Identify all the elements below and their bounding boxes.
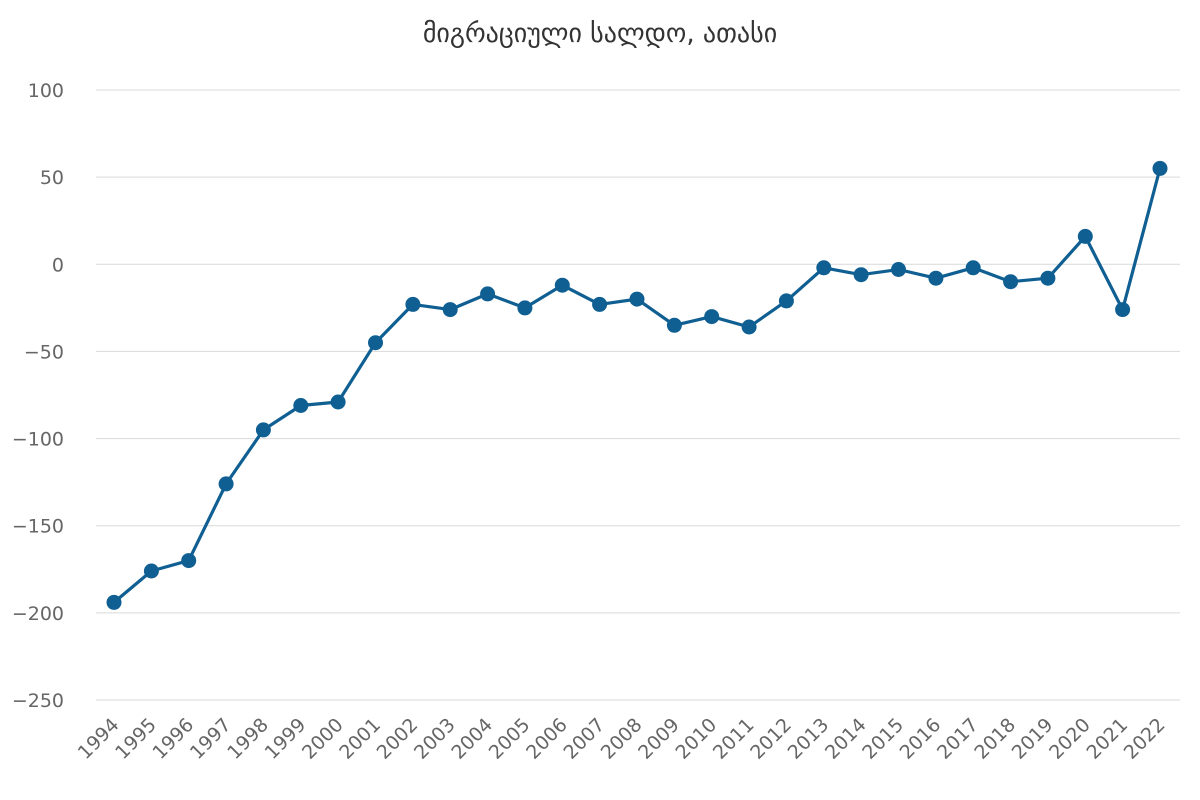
- data-point: [629, 291, 645, 307]
- x-tick-label: 2006: [522, 714, 572, 764]
- y-tick-label: −100: [12, 429, 64, 451]
- y-axis-ticks: 100 50 0 −50 −100 −150 −200 −250: [12, 80, 64, 712]
- y-tick-label: 50: [40, 167, 64, 189]
- data-point: [928, 270, 944, 286]
- x-tick-label: 1994: [74, 714, 124, 764]
- x-tick-label: 2013: [784, 714, 834, 764]
- x-tick-label: 2018: [970, 714, 1020, 764]
- data-point: [330, 394, 346, 410]
- grid-lines: [96, 89, 1180, 701]
- x-tick-label: 2020: [1045, 714, 1095, 764]
- x-tick-label: 2002: [373, 714, 423, 764]
- data-point: [1115, 302, 1131, 318]
- data-point: [181, 553, 197, 569]
- x-tick-label: 2011: [709, 714, 759, 764]
- x-tick-label: 2001: [335, 714, 385, 764]
- data-point: [853, 267, 869, 283]
- x-tick-label: 1996: [148, 714, 198, 764]
- y-tick-label: 100: [28, 80, 64, 102]
- data-point: [1003, 274, 1019, 290]
- y-tick-label: −150: [12, 516, 64, 538]
- data-point: [143, 563, 159, 579]
- data-point: [741, 319, 757, 335]
- x-tick-label: 2015: [858, 714, 908, 764]
- data-point: [778, 293, 794, 309]
- data-point: [368, 335, 383, 351]
- x-tick-label: 2004: [447, 714, 497, 764]
- chart-title: მიგრაციული სალდო, ათასი: [423, 19, 777, 49]
- data-point: [592, 296, 608, 312]
- x-tick-label: 2000: [298, 714, 348, 764]
- x-tick-label: 2007: [559, 714, 609, 764]
- x-tick-label: 2019: [1008, 714, 1058, 764]
- data-point: [1152, 160, 1168, 176]
- data-point: [666, 317, 682, 333]
- x-tick-label: 2016: [896, 714, 946, 764]
- data-point: [1077, 228, 1093, 244]
- x-tick-label: 1998: [223, 714, 273, 764]
- x-tick-label: 1995: [111, 714, 161, 764]
- data-point: [218, 476, 234, 492]
- data-point: [816, 260, 832, 276]
- x-tick-label: 2014: [821, 714, 871, 764]
- data-point: [517, 300, 533, 316]
- x-tick-label: 2017: [933, 714, 983, 764]
- x-tick-label: 2005: [485, 714, 535, 764]
- x-tick-label: 2021: [1082, 714, 1132, 764]
- x-axis-ticks: 1994199519961997199819992000200120022003…: [74, 714, 1170, 764]
- y-tick-label: 0: [52, 254, 64, 276]
- data-point: [891, 262, 906, 277]
- data-point: [442, 302, 458, 318]
- data-point: [965, 260, 981, 276]
- x-tick-label: 2009: [634, 714, 684, 764]
- y-tick-label: −200: [12, 603, 64, 625]
- data-point: [554, 277, 570, 293]
- y-tick-label: −50: [24, 341, 64, 363]
- x-tick-label: 2022: [1120, 714, 1170, 764]
- x-tick-label: 2010: [671, 714, 721, 764]
- data-point: [1040, 270, 1056, 286]
- x-tick-label: 1999: [261, 714, 311, 764]
- data-point: [480, 286, 496, 302]
- series-line: [112, 166, 1162, 604]
- x-tick-label: 2012: [746, 714, 796, 764]
- data-point: [106, 594, 122, 610]
- x-tick-label: 2008: [597, 714, 647, 764]
- data-point: [704, 309, 720, 325]
- data-point: [405, 296, 421, 312]
- data-point: [293, 398, 309, 413]
- data-point: [255, 422, 271, 438]
- series-points: [106, 160, 1168, 610]
- x-tick-label: 2003: [410, 714, 460, 764]
- x-tick-label: 1997: [186, 714, 236, 764]
- y-tick-label: −250: [12, 690, 64, 712]
